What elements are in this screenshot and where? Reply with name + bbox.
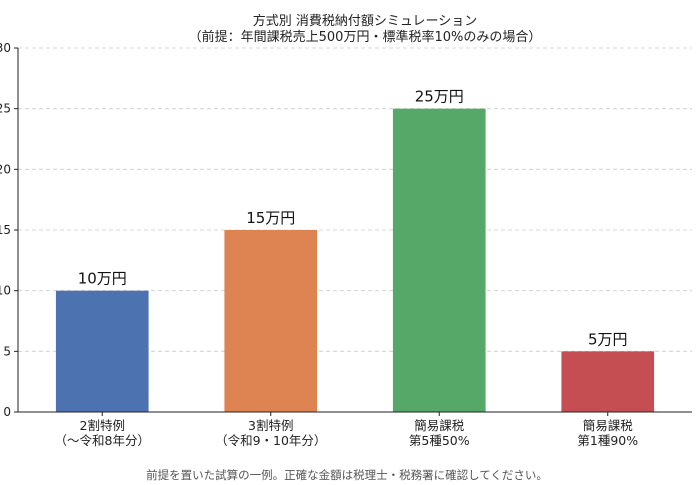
chart-subtitle: （前提：年間課税売上500万円・標準税率10%のみの場合） — [189, 29, 542, 45]
x-tick-label: 簡易課税 — [583, 418, 634, 433]
x-tick-label: （〜令和8年分） — [55, 433, 150, 448]
chart-title: 方式別 消費税納付額シミュレーション — [253, 13, 478, 29]
y-tick-label: 0 — [3, 405, 11, 419]
y-tick-label: 30 — [0, 41, 11, 55]
data-label: 5万円 — [588, 330, 628, 348]
bars — [55, 108, 655, 413]
x-tick-label: 2割特例 — [80, 418, 125, 433]
y-tick-label: 25 — [0, 102, 11, 116]
y-tick-label: 15 — [0, 223, 11, 237]
y-tick-label: 10 — [0, 284, 11, 298]
labels: 10万円 2割特例（〜令和8年分） 15万円 3割特例（令和9・10年分） 25万円簡易… — [55, 88, 639, 448]
axes: 0 5 10 15 20 25 30 — [0, 41, 692, 419]
data-label: 15万円 — [246, 209, 295, 227]
footnote: 前提を置いた試算の一例。正確な金額は税理士・税務署に確認してください。 — [146, 468, 548, 482]
data-label: 25万円 — [415, 88, 464, 106]
x-tick-label: （令和9・10年分） — [215, 433, 326, 448]
bar — [224, 230, 318, 412]
bar — [55, 290, 149, 412]
bar — [561, 351, 655, 412]
y-tick-label: 20 — [0, 162, 11, 176]
bar — [392, 108, 486, 413]
x-tick-label: 第1種90% — [577, 433, 638, 448]
y-tick-label: 5 — [3, 344, 11, 358]
data-label: 10万円 — [78, 270, 127, 288]
x-tick-label: 簡易課税 — [414, 418, 465, 433]
x-tick-label: 3割特例 — [248, 418, 293, 433]
x-tick-label: 第5種50% — [409, 433, 470, 448]
